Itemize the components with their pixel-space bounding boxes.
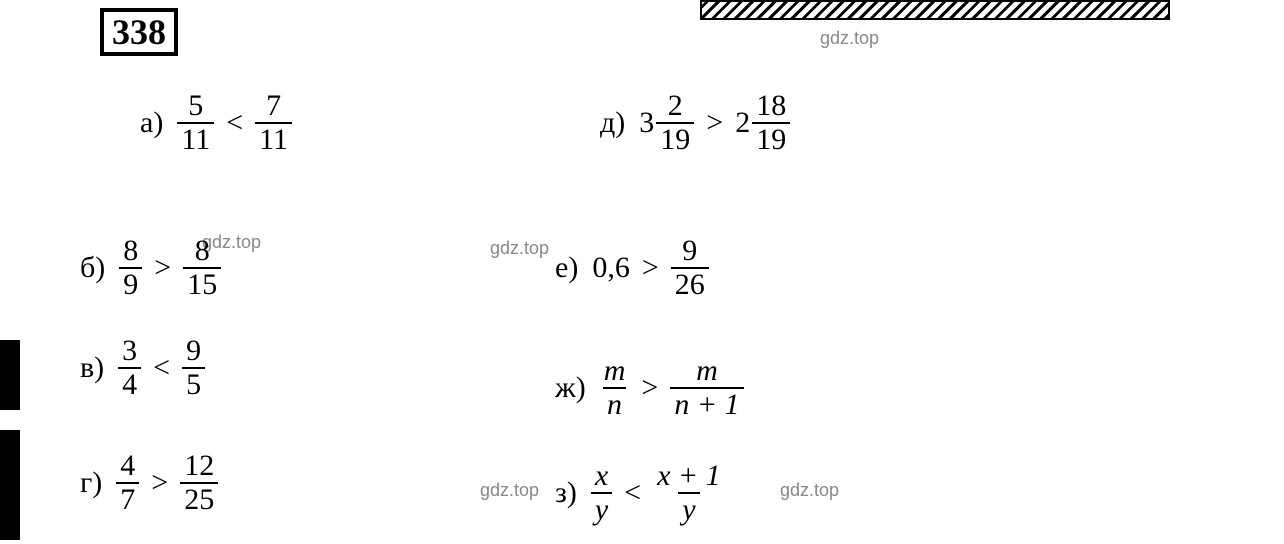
operator: < [149,351,174,385]
numerator: 4 [116,450,139,482]
fraction: 8 9 [119,235,142,300]
operator: > [638,251,663,285]
numerator: x + 1 [653,460,725,492]
equation-a: а) 5 11 < 7 11 [140,90,292,155]
fraction: 12 25 [180,450,218,515]
numerator: 8 [119,235,142,267]
denominator: n + 1 [670,387,743,421]
eq-label: б) [80,251,105,285]
equation-g: г) 4 7 > 12 25 [80,450,218,515]
fraction: 3 4 [118,335,141,400]
denominator: 25 [180,482,218,516]
equation-v: в) 3 4 < 9 5 [80,335,205,400]
hatched-bar [700,0,1170,20]
numerator: m [692,355,722,387]
fraction: 5 11 [177,90,214,155]
fraction: 2 19 [656,90,694,155]
numerator: 9 [182,335,205,367]
operator: < [620,476,645,510]
watermark: gdz.top [820,28,879,49]
denominator: y [678,492,699,526]
denominator: n [603,387,626,421]
problem-number: 338 [112,12,166,52]
numerator: 3 [118,335,141,367]
operator: < [222,106,247,140]
watermark: gdz.top [780,480,839,501]
whole: 3 [639,106,654,140]
watermark: gdz.top [490,238,549,259]
fraction: 18 19 [752,90,790,155]
denominator: 26 [671,267,709,301]
mixed-number: 3 2 19 [639,90,694,155]
equation-b: б) 8 9 > 8 15 [80,235,221,300]
eq-label: в) [80,351,104,385]
eq-label: а) [140,106,163,140]
eq-label: ж) [555,371,586,405]
numerator: 7 [262,90,285,122]
fraction: 9 26 [671,235,709,300]
decimal: 0,6 [592,251,630,285]
denominator: 19 [752,122,790,156]
denominator: y [591,492,612,526]
numerator: 5 [184,90,207,122]
fraction: m n + 1 [670,355,743,420]
whole: 2 [735,106,750,140]
denominator: 11 [177,122,214,156]
operator: > [147,466,172,500]
equation-e: е) 0,6 > 9 26 [555,235,709,300]
numerator: x [591,460,612,492]
problem-number-box: 338 [100,8,178,56]
denominator: 9 [119,267,142,301]
denominator: 19 [656,122,694,156]
fraction: 9 5 [182,335,205,400]
denominator: 15 [183,267,221,301]
numerator: 18 [752,90,790,122]
denominator: 11 [255,122,292,156]
eq-label: г) [80,466,102,500]
numerator: m [600,355,630,387]
numerator: 12 [180,450,218,482]
fraction: 4 7 [116,450,139,515]
equation-d: д) 3 2 19 > 2 18 19 [600,90,790,155]
fraction: 8 15 [183,235,221,300]
operator: > [150,251,175,285]
operator: > [702,106,727,140]
equation-zh: ж) m n > m n + 1 [555,355,744,420]
fraction: 7 11 [255,90,292,155]
fraction: x + 1 y [653,460,725,525]
fraction: m n [600,355,630,420]
eq-label: е) [555,251,578,285]
fraction: x y [591,460,612,525]
denominator: 4 [118,367,141,401]
eq-label: д) [600,106,625,140]
operator: > [637,371,662,405]
equation-z: з) x y < x + 1 y [555,460,725,525]
mixed-number: 2 18 19 [735,90,790,155]
watermark: gdz.top [480,480,539,501]
numerator: 9 [678,235,701,267]
denominator: 7 [116,482,139,516]
denominator: 5 [182,367,205,401]
eq-label: з) [555,476,577,510]
scan-artifact [0,340,20,410]
scan-artifact [0,430,20,540]
numerator: 8 [191,235,214,267]
numerator: 2 [664,90,687,122]
